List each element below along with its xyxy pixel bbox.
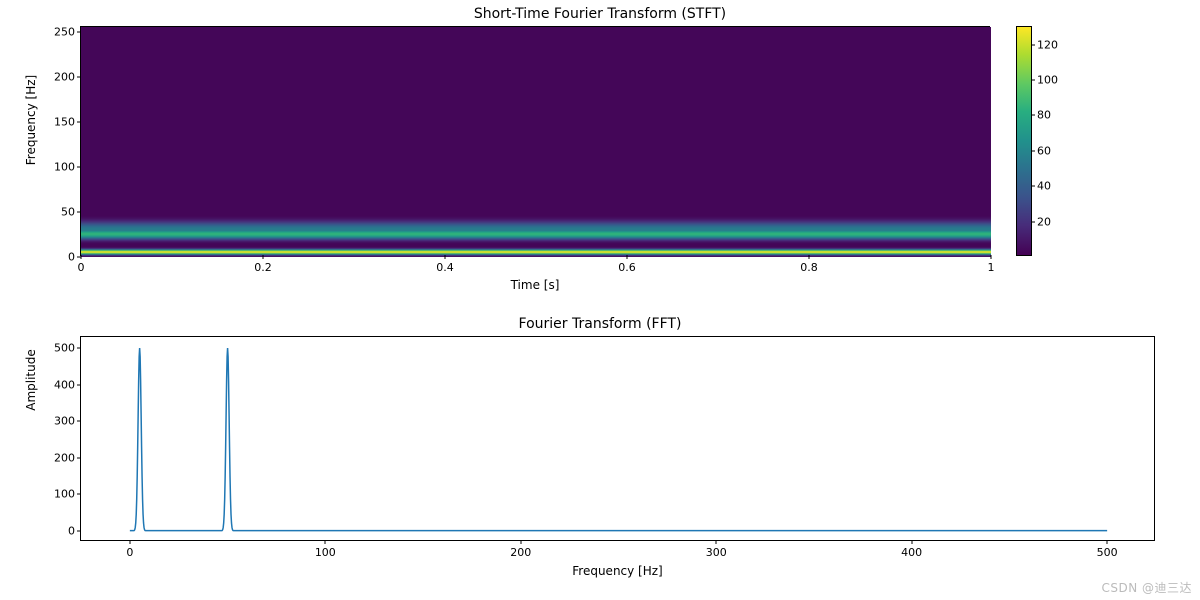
stft-title: Short-Time Fourier Transform (STFT): [0, 6, 1200, 22]
x-tick-label: 0.2: [254, 255, 272, 274]
y-tick-label: 500: [54, 341, 81, 354]
y-tick-label: 200: [54, 70, 81, 83]
fft-title: Fourier Transform (FFT): [0, 316, 1200, 332]
fft-plot-area: 01002003004005000100200300400500: [80, 336, 1155, 541]
y-tick-label: 100: [54, 160, 81, 173]
y-tick-label: 400: [54, 378, 81, 391]
colorbar-tick-label: 60: [1031, 144, 1051, 157]
fft-line-chart: [81, 337, 1156, 542]
y-tick-label: 150: [54, 115, 81, 128]
y-tick-label: 0: [68, 251, 81, 264]
y-tick-label: 200: [54, 451, 81, 464]
colorbar-tick-label: 80: [1031, 109, 1051, 122]
colorbar-tick-label: 20: [1031, 215, 1051, 228]
y-tick-label: 50: [61, 205, 81, 218]
x-tick-label: 400: [901, 540, 922, 559]
x-tick-label: 200: [510, 540, 531, 559]
x-tick-label: 300: [706, 540, 727, 559]
stft-xlabel: Time [s]: [80, 278, 990, 292]
colorbar-tick-label: 100: [1031, 74, 1058, 87]
x-tick-label: 0.6: [618, 255, 636, 274]
colorbar-tick-label: 120: [1031, 38, 1058, 51]
y-tick-label: 100: [54, 488, 81, 501]
x-tick-label: 1: [988, 255, 995, 274]
fft-xlabel: Frequency [Hz]: [80, 564, 1155, 578]
stft-plot-area: 00.20.40.60.81050100150200250: [80, 26, 990, 256]
watermark: CSDN @迪三达: [1101, 579, 1192, 596]
x-tick-label: 500: [1097, 540, 1118, 559]
x-tick-label: 100: [315, 540, 336, 559]
x-tick-label: 0.4: [436, 255, 454, 274]
stft-heatmap: [81, 27, 991, 257]
y-tick-label: 300: [54, 415, 81, 428]
x-tick-label: 0: [126, 540, 133, 559]
y-tick-label: 0: [68, 525, 81, 538]
colorbar-tick-label: 40: [1031, 180, 1051, 193]
stft-colorbar: 20406080100120: [1016, 26, 1032, 256]
stft-ylabel: Frequency [Hz]: [24, 20, 38, 220]
x-tick-label: 0.8: [800, 255, 818, 274]
figure: Short-Time Fourier Transform (STFT) 00.2…: [0, 0, 1200, 600]
y-tick-label: 250: [54, 25, 81, 38]
fft-ylabel: Amplitude: [24, 280, 38, 480]
fft-series-line: [130, 348, 1107, 531]
